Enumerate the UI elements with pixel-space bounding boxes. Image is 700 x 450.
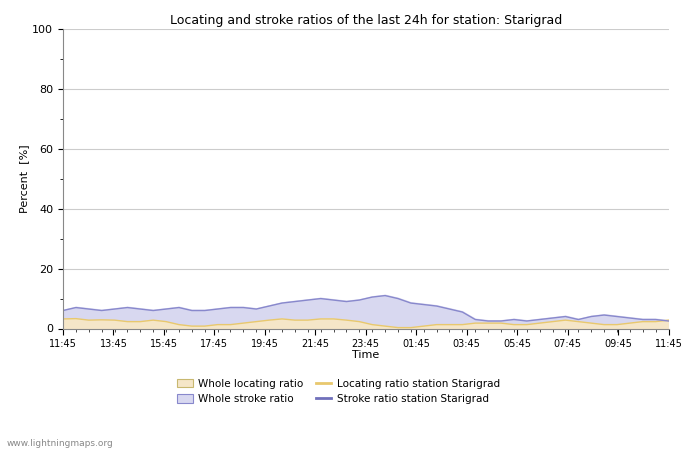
Y-axis label: Percent  [%]: Percent [%] bbox=[20, 144, 29, 213]
Title: Locating and stroke ratios of the last 24h for station: Starigrad: Locating and stroke ratios of the last 2… bbox=[169, 14, 562, 27]
X-axis label: Time: Time bbox=[352, 350, 379, 360]
Text: www.lightningmaps.org: www.lightningmaps.org bbox=[7, 439, 113, 448]
Legend: Whole locating ratio, Whole stroke ratio, Locating ratio station Starigrad, Stro: Whole locating ratio, Whole stroke ratio… bbox=[177, 378, 500, 404]
